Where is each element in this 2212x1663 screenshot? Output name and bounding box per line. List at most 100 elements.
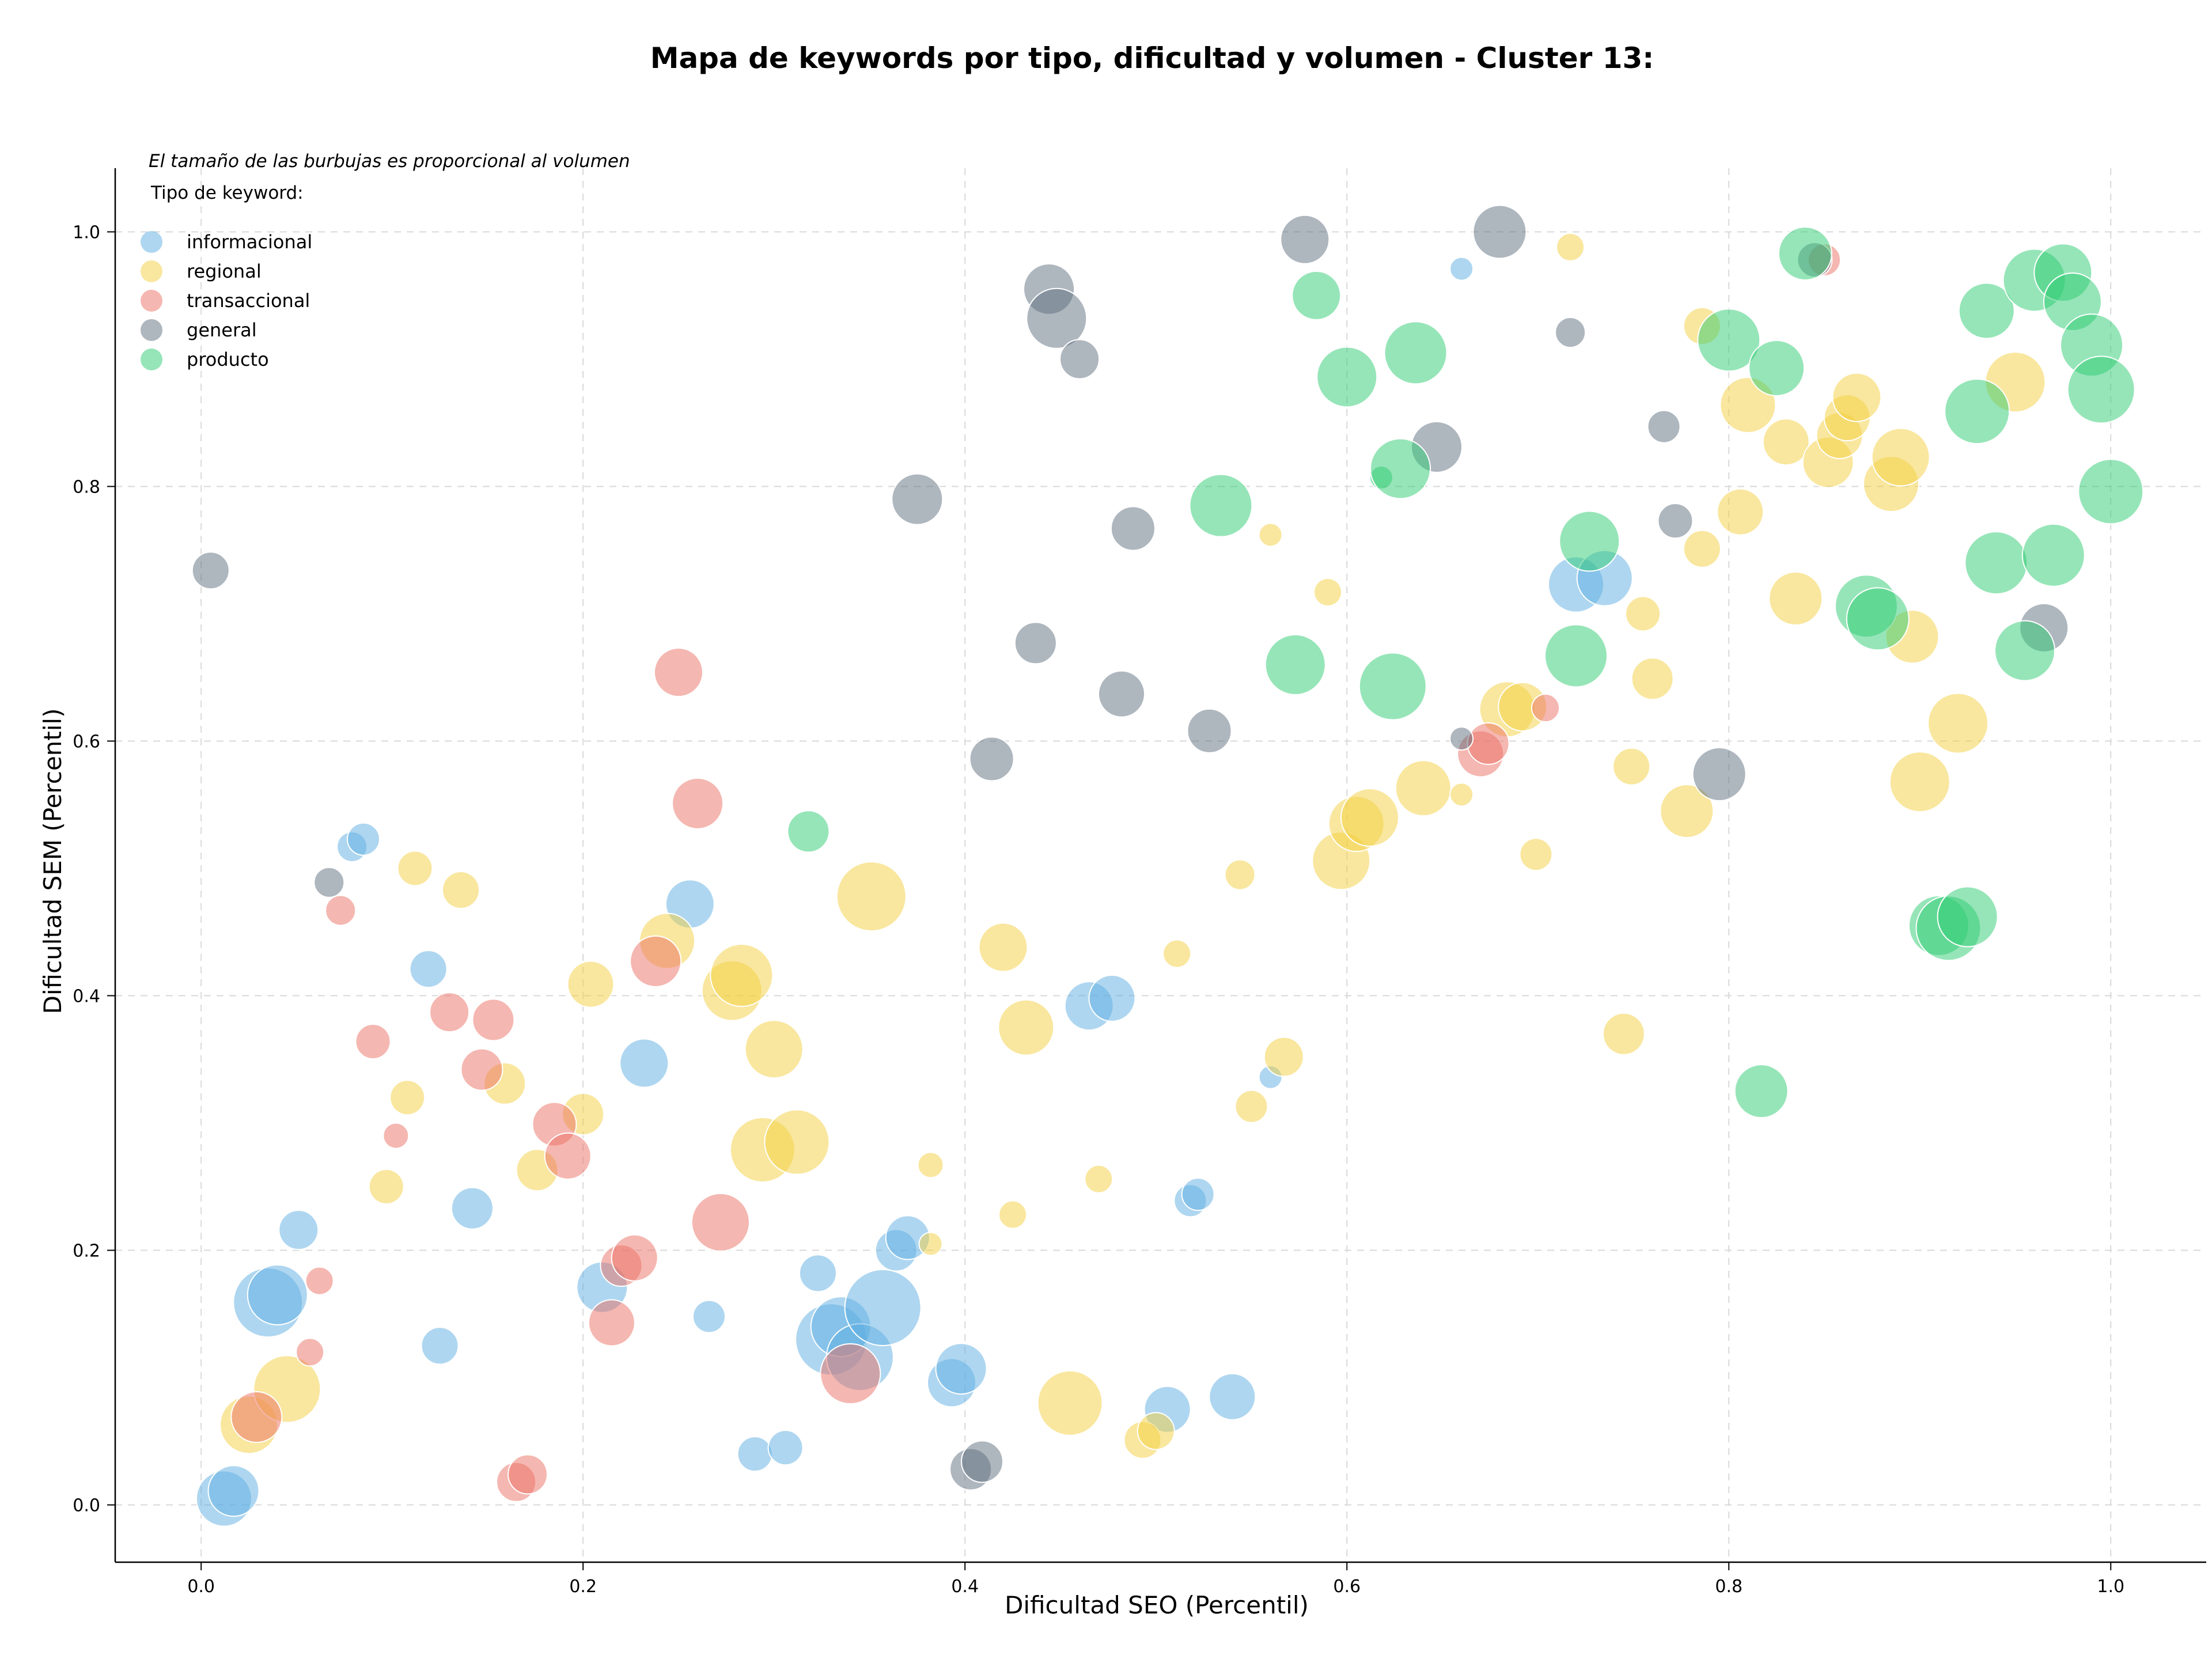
bubble-transaccional <box>1531 694 1560 723</box>
legend-item-general: general <box>141 319 257 341</box>
bubble-transaccional <box>611 1234 658 1282</box>
legend-marker <box>141 348 162 370</box>
x-tick-label: 0.4 <box>951 1577 979 1597</box>
bubble-transaccional <box>472 998 515 1041</box>
legend-label: transaccional <box>187 290 310 312</box>
legend-item-informacional: informacional <box>141 231 312 253</box>
bubble-regional <box>710 944 774 1007</box>
bubble-general <box>1657 503 1694 539</box>
bubble-transaccional <box>325 895 357 926</box>
series-transaccional <box>230 243 1841 1502</box>
bubble-regional <box>397 850 433 887</box>
bubble-producto <box>1697 308 1761 372</box>
bubble-regional <box>1263 1036 1304 1077</box>
bubble-informacional <box>1449 256 1474 281</box>
legend-label: general <box>187 319 257 341</box>
bubble-regional <box>1625 596 1661 632</box>
legend: informacional regional transaccional genera… <box>141 231 312 370</box>
y-axis-label: Dificultad SEM (Percentil) <box>39 709 67 1014</box>
bubble-producto <box>1846 587 1910 651</box>
bubble-producto <box>1994 620 2056 681</box>
bubble-producto <box>1937 886 1998 948</box>
bubble-producto <box>2078 459 2144 525</box>
bubble-producto <box>1358 652 1427 721</box>
legend-title: Tipo de keyword: <box>150 183 304 203</box>
series-producto <box>787 226 2144 1119</box>
bubble-transaccional <box>460 1048 503 1091</box>
bubble-producto <box>1734 1064 1789 1119</box>
bubble-informacional <box>207 1465 260 1517</box>
x-axis-label: Dificultad SEO (Percentil) <box>1005 1591 1309 1619</box>
bubble-regional <box>744 1020 804 1079</box>
bubble-general <box>1187 708 1232 753</box>
bubble-general <box>1098 670 1146 718</box>
bubble-regional <box>978 922 1028 972</box>
bubble-regional <box>1768 571 1823 626</box>
legend-item-regional: regional <box>141 260 262 282</box>
bubble-regional <box>1084 1164 1113 1194</box>
bubble-regional <box>1612 747 1651 786</box>
bubble-regional <box>1395 760 1452 817</box>
bubble-informacional <box>450 1187 494 1230</box>
bubble-transaccional <box>653 647 703 698</box>
axes: 0.0 0.2 0.4 0.6 0.8 1.0 0.0 0.2 0.4 0.6 0.8 1.0 <box>73 168 2206 1597</box>
bubble-regional <box>1340 788 1399 847</box>
bubble-producto <box>1384 321 1448 385</box>
bubble-informacional <box>798 1254 837 1293</box>
bubble-general <box>1014 622 1057 665</box>
bubble-producto <box>1291 271 1342 321</box>
bubble-producto <box>1964 531 2028 595</box>
bubble-transaccional <box>691 1192 750 1252</box>
bubble-transaccional <box>429 992 470 1033</box>
bubble-general <box>891 473 944 525</box>
bubble-regional <box>918 1232 943 1256</box>
bubble-transaccional <box>355 1024 391 1060</box>
bubble-informacional <box>1181 1177 1215 1211</box>
bubble-regional <box>389 1079 426 1116</box>
bubble-informacional <box>278 1210 319 1251</box>
bubble-producto <box>1748 339 1805 396</box>
bubble-informacional <box>421 1327 459 1365</box>
bubble-transaccional <box>588 1299 635 1347</box>
bubble-regional <box>1871 427 1930 487</box>
y-tick-label: 0.6 <box>73 732 100 752</box>
bubble-regional <box>1556 233 1585 262</box>
bubble-regional <box>1602 1012 1645 1055</box>
bubble-producto <box>1559 510 1620 572</box>
bubble-transaccional <box>672 777 724 829</box>
bubble-informacional <box>409 950 448 988</box>
y-tick-label: 0.2 <box>73 1241 100 1262</box>
bubble-regional <box>567 960 615 1008</box>
bubble-regional <box>836 861 907 932</box>
x-tick-label: 1.0 <box>2097 1577 2124 1597</box>
series-general <box>191 204 2069 1491</box>
legend-item-transaccional: transaccional <box>141 290 310 312</box>
bubble-transaccional <box>296 1338 325 1367</box>
bubble-regional <box>1631 657 1674 700</box>
bubble-regional <box>1660 784 1714 839</box>
bubble-informacional <box>767 1430 804 1466</box>
bubble-transaccional <box>382 1122 410 1149</box>
y-tick-label: 0.0 <box>73 1496 100 1516</box>
legend-label: producto <box>187 348 269 370</box>
series-regional <box>219 233 2046 1459</box>
bubble-regional <box>1037 1370 1103 1436</box>
bubble-transaccional <box>544 1132 592 1180</box>
bubble-transaccional <box>1467 722 1510 765</box>
bubble-producto <box>1544 624 1608 688</box>
y-tick-label: 1.0 <box>73 223 100 243</box>
bubble-regional <box>1832 372 1882 422</box>
bubble-producto <box>1958 282 2015 339</box>
bubble-transaccional <box>630 935 682 987</box>
bubble-regional <box>764 1109 830 1175</box>
x-tick-label: 0.0 <box>187 1577 215 1597</box>
bubble-general <box>1059 339 1100 380</box>
legend-marker <box>141 319 162 341</box>
bubbles <box>191 204 2144 1527</box>
size-note: El tamaño de las burbujas es proporciona… <box>149 151 630 172</box>
bubble-producto <box>1778 226 1832 281</box>
bubble-producto <box>2021 523 2085 587</box>
x-tick-label: 0.2 <box>569 1577 597 1597</box>
bubble-informacional <box>247 1264 308 1325</box>
